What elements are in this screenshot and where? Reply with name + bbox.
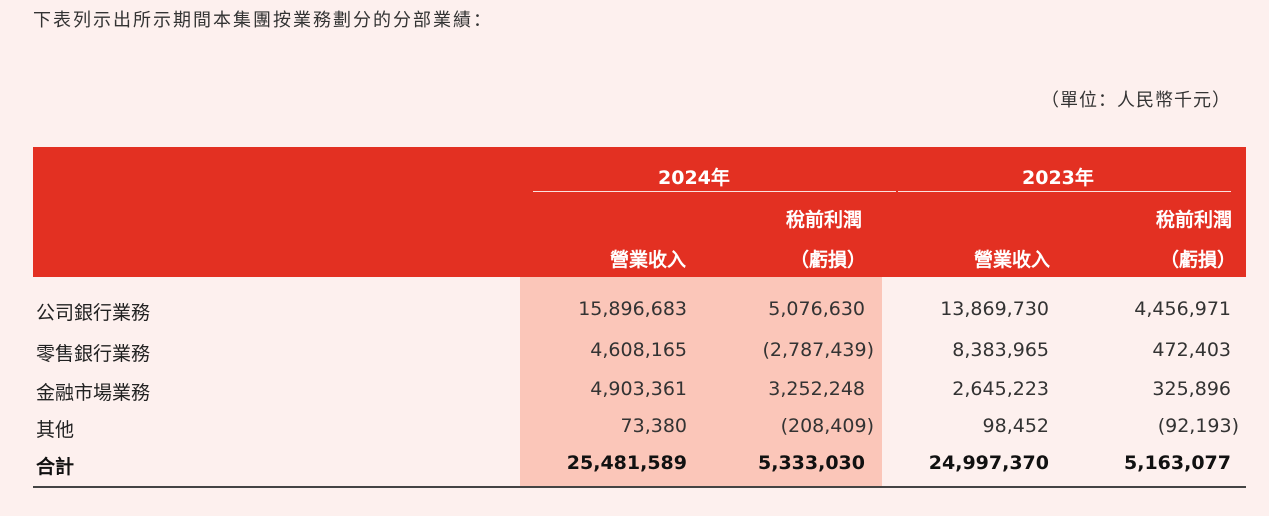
cell-rev-2024: 4,903,361 <box>590 378 687 400</box>
total-profit-2024: 5,333,030 <box>758 452 865 474</box>
col-2024-profit-header-line2: （虧損） <box>789 249 866 271</box>
cell-rev-2024: 15,896,683 <box>578 298 687 320</box>
total-profit-2023: 5,163,077 <box>1124 452 1231 474</box>
row-label: 金融市場業務 <box>36 382 151 404</box>
cell-profit-2024: (2,787,439) <box>762 339 874 361</box>
cell-rev-2023: 8,383,965 <box>952 339 1049 361</box>
cell-rev-2023: 13,869,730 <box>940 298 1049 320</box>
col-2024-profit-header-line1: 稅前利潤 <box>785 209 862 231</box>
cell-rev-2023: 2,645,223 <box>952 378 1049 400</box>
cell-profit-2024: 5,076,630 <box>768 298 865 320</box>
cell-profit-2024: (208,409) <box>780 415 874 437</box>
table-header: 2024年 2023年 營業收入 稅前利潤 （虧損） 營業收入 稅前利潤 （虧損… <box>33 147 1246 277</box>
column-highlight-2024 <box>520 277 882 487</box>
unit-label: （單位：人民幣千元） <box>1041 90 1231 111</box>
cell-rev-2023: 98,452 <box>982 415 1049 437</box>
col-2024-revenue-header: 營業收入 <box>609 249 686 271</box>
year-2023-rule <box>898 191 1231 192</box>
total-rev-2023: 24,997,370 <box>928 452 1049 474</box>
cell-profit-2023: 4,456,971 <box>1134 298 1231 320</box>
cell-rev-2024: 73,380 <box>620 415 687 437</box>
year-2024-heading: 2024年 <box>658 167 730 189</box>
cell-profit-2023: (92,193) <box>1157 415 1239 437</box>
cell-profit-2023: 325,896 <box>1152 378 1231 400</box>
cell-profit-2024: 3,252,248 <box>768 378 865 400</box>
intro-text: 下表列示出所示期間本集團按業務劃分的分部業績： <box>33 10 493 31</box>
total-row-label: 合計 <box>36 456 75 478</box>
col-2023-revenue-header: 營業收入 <box>973 249 1050 271</box>
cell-profit-2023: 472,403 <box>1152 339 1231 361</box>
year-2023-heading: 2023年 <box>1022 167 1094 189</box>
year-2024-rule <box>533 191 896 192</box>
cell-rev-2024: 4,608,165 <box>590 339 687 361</box>
col-2023-profit-header-line1: 稅前利潤 <box>1155 209 1232 231</box>
total-rev-2024: 25,481,589 <box>566 452 687 474</box>
col-2023-profit-header-line2: （虧損） <box>1159 249 1236 271</box>
table-bottom-rule <box>33 486 1246 488</box>
row-label: 零售銀行業務 <box>36 343 151 365</box>
row-label: 其他 <box>36 419 75 441</box>
row-label: 公司銀行業務 <box>36 302 151 324</box>
